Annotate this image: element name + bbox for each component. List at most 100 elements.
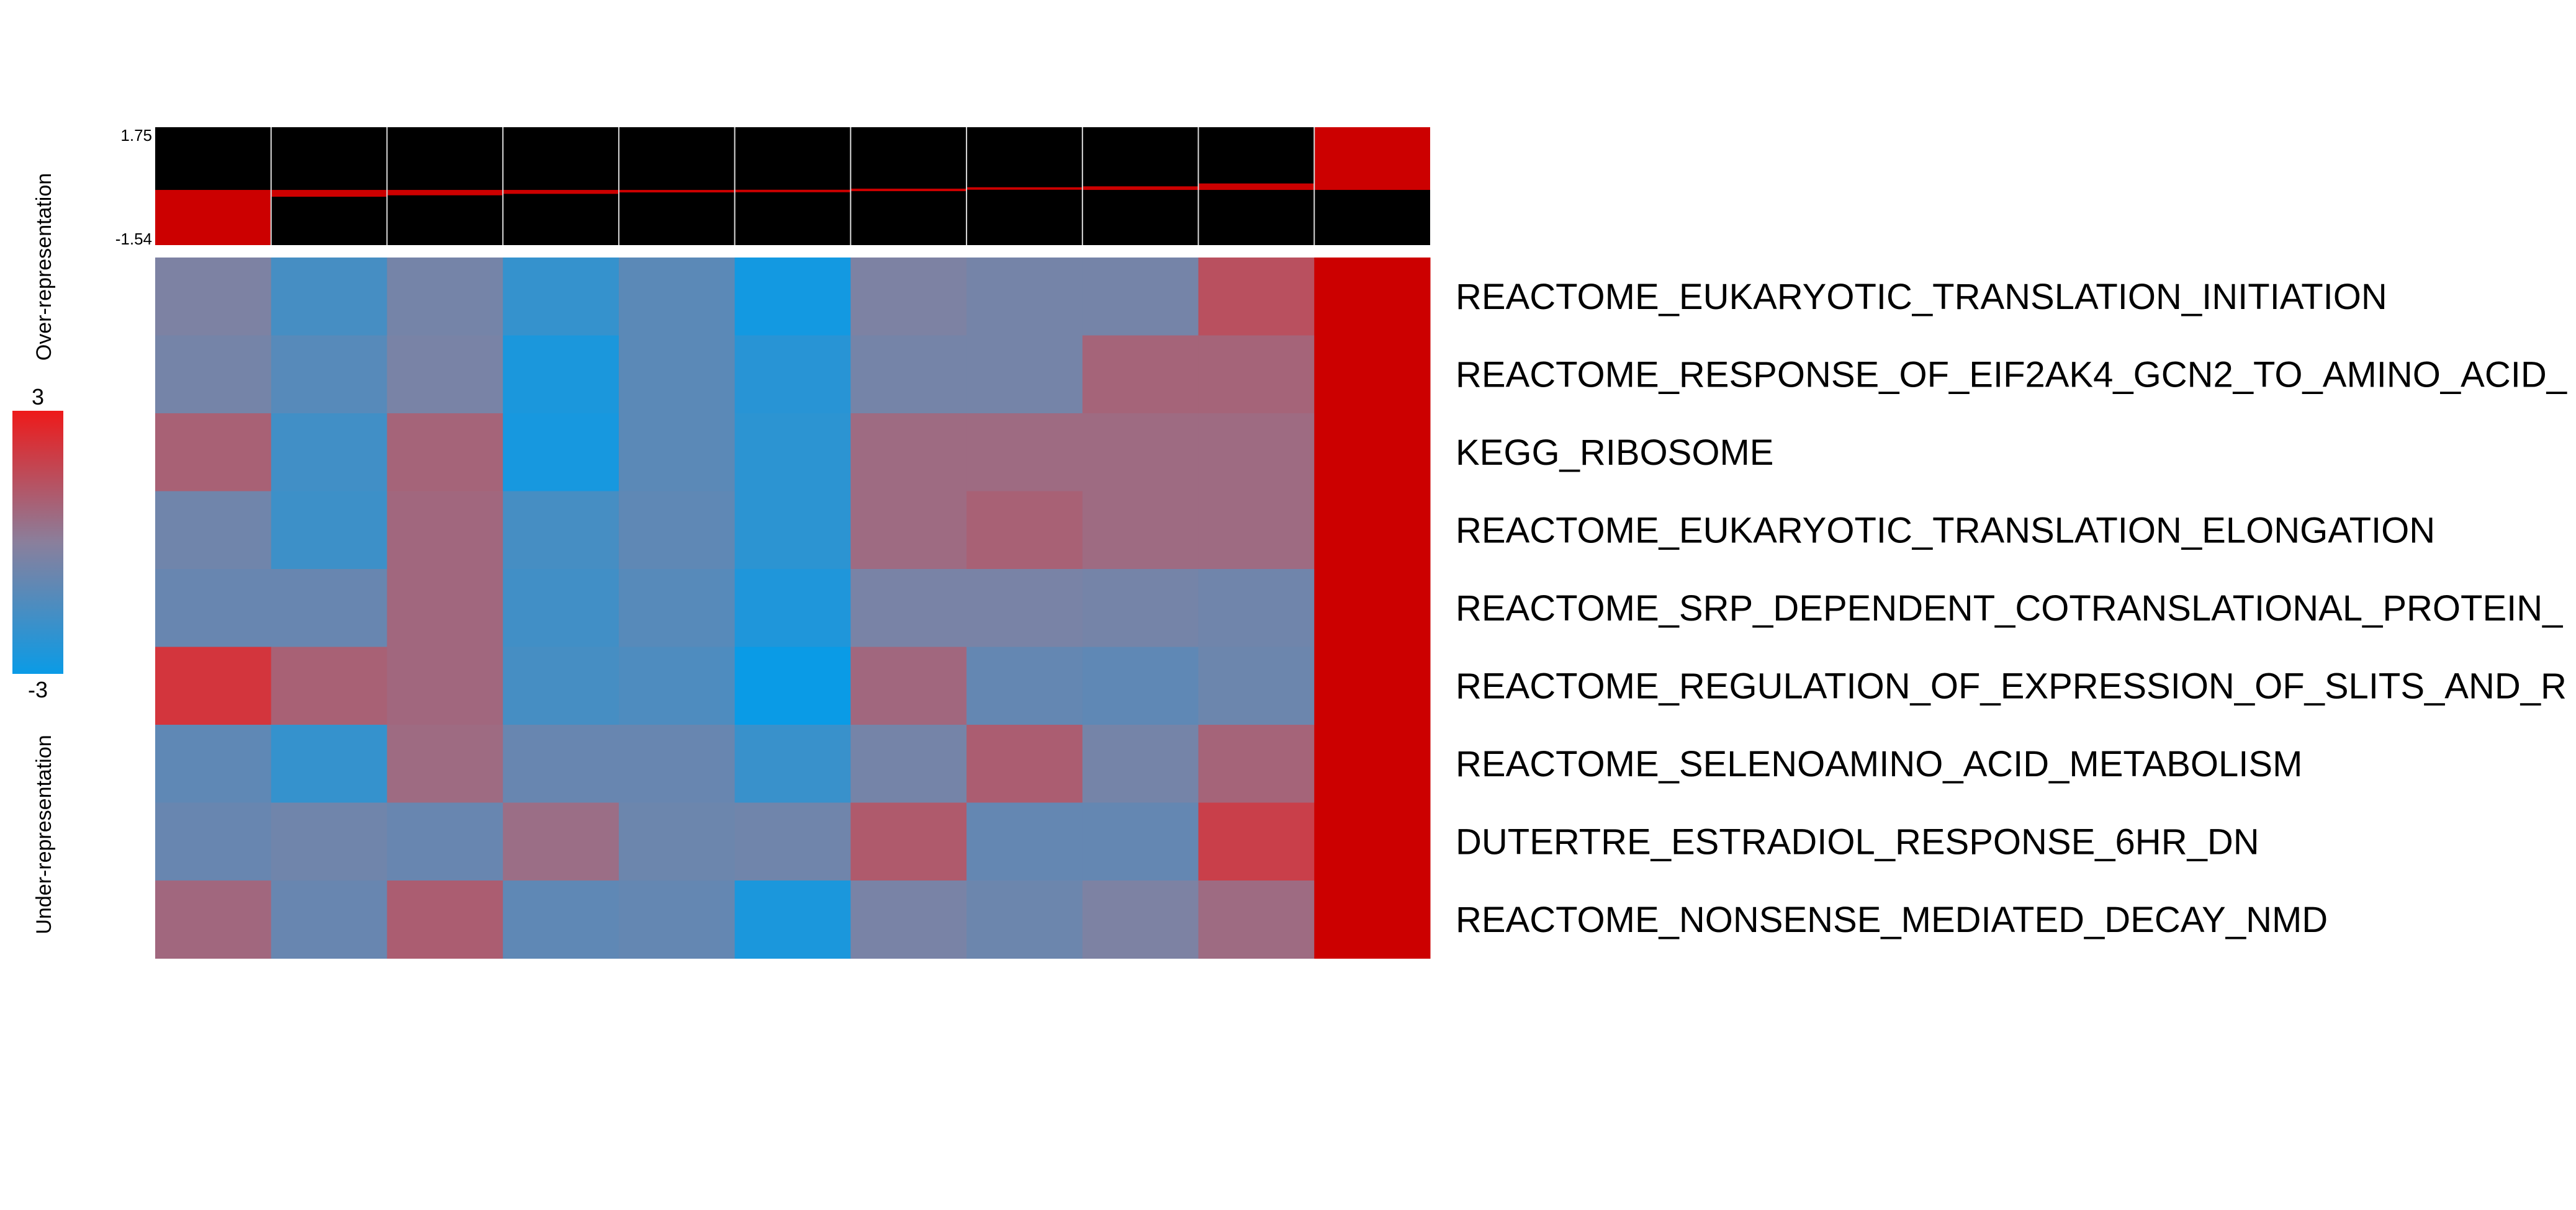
heatmap-cell bbox=[503, 881, 619, 959]
heatmap-cell bbox=[387, 647, 503, 725]
heatmap-cell bbox=[387, 335, 503, 414]
heatmap-cell bbox=[271, 258, 387, 336]
row-labels: REACTOME_EUKARYOTIC_TRANSLATION_INITIATI… bbox=[1456, 277, 2567, 940]
heatmap-cell bbox=[734, 258, 851, 336]
top-bar-cell-bg bbox=[966, 127, 1083, 245]
heatmap-cell bbox=[734, 335, 851, 414]
heatmap-cell bbox=[271, 413, 387, 491]
heatmap-cell bbox=[155, 647, 272, 725]
heatmap-cell bbox=[1314, 413, 1431, 491]
heatmap-cell bbox=[503, 491, 619, 570]
heatmap-grid bbox=[155, 258, 1431, 959]
heatmap-cell bbox=[1198, 647, 1315, 725]
heatmap-cell bbox=[1198, 335, 1315, 414]
heatmap-cell bbox=[850, 725, 967, 803]
heatmap-cell bbox=[850, 881, 967, 959]
heatmap-cell bbox=[155, 725, 272, 803]
heatmap-cell bbox=[1314, 569, 1431, 647]
heatmap-cell bbox=[155, 335, 272, 414]
row-label: REACTOME_RESPONSE_OF_EIF2AK4_GCN2_TO_AMI… bbox=[1456, 354, 2567, 395]
heatmap-cell bbox=[734, 413, 851, 491]
heatmap-cell bbox=[1314, 725, 1431, 803]
top-bar bbox=[1198, 183, 1315, 190]
heatmap-cell bbox=[850, 802, 967, 881]
heatmap-cell bbox=[155, 569, 272, 647]
heatmap-cell bbox=[618, 647, 736, 725]
top-bar-cell-bg bbox=[271, 127, 387, 245]
heatmap-cell bbox=[1198, 881, 1315, 959]
heatmap-cell bbox=[1082, 725, 1199, 803]
heatmap-cell bbox=[271, 802, 387, 881]
heatmap-cell bbox=[387, 491, 503, 570]
heatmap-cell bbox=[387, 802, 503, 881]
heatmap-cell bbox=[387, 881, 503, 959]
heatmap-cell bbox=[271, 335, 387, 414]
heatmap-cell bbox=[1198, 725, 1315, 803]
heatmap-cell bbox=[734, 725, 851, 803]
top-bar-cell-bg bbox=[850, 127, 967, 245]
heatmap-cell bbox=[618, 413, 736, 491]
heatmap-cell bbox=[503, 335, 619, 414]
heatmap-cell bbox=[503, 258, 619, 336]
heatmap-cell bbox=[618, 802, 736, 881]
heatmap-cell bbox=[850, 335, 967, 414]
top-bar bbox=[271, 190, 387, 197]
heatmap-cell bbox=[1082, 335, 1199, 414]
top-bar bbox=[1082, 186, 1199, 190]
heatmap-cell bbox=[966, 258, 1083, 336]
heatmap-cell bbox=[1082, 258, 1199, 336]
heatmap-cell bbox=[1082, 881, 1199, 959]
top-bar-cell-bg bbox=[734, 127, 851, 245]
heatmap-cell bbox=[1314, 491, 1431, 570]
heatmap-cell bbox=[503, 802, 619, 881]
heatmap-cell bbox=[155, 491, 272, 570]
heatmap-cell bbox=[1198, 491, 1315, 570]
color-scale-min-label: -3 bbox=[28, 677, 48, 702]
top-bar-max-label: 1.75 bbox=[120, 126, 152, 145]
heatmap-cell bbox=[618, 725, 736, 803]
top-bar-cell-bg bbox=[618, 127, 735, 245]
heatmap-cell bbox=[734, 647, 851, 725]
heatmap-cell bbox=[387, 258, 503, 336]
heatmap-cell bbox=[503, 725, 619, 803]
row-label: REACTOME_SELENOAMINO_ACID_METABOLISM bbox=[1456, 744, 2302, 784]
heatmap-cell bbox=[271, 881, 387, 959]
heatmap-cell bbox=[966, 569, 1083, 647]
heatmap-cell bbox=[503, 569, 619, 647]
row-label: REACTOME_NONSENSE_MEDIATED_DECAY_NMD bbox=[1456, 900, 2328, 940]
heatmap-cell bbox=[155, 258, 272, 336]
top-bar bbox=[387, 190, 503, 195]
heatmap-cell bbox=[618, 569, 736, 647]
top-bar bbox=[966, 187, 1083, 190]
row-label: REACTOME_EUKARYOTIC_TRANSLATION_ELONGATI… bbox=[1456, 510, 2435, 550]
color-scale-max-label: 3 bbox=[32, 384, 44, 410]
top-bar bbox=[155, 190, 271, 245]
top-bar-chart bbox=[155, 127, 1430, 245]
heatmap-cell bbox=[1198, 802, 1315, 881]
heatmap-cell bbox=[387, 413, 503, 491]
over-representation-label: Over-representation bbox=[32, 173, 56, 361]
heatmap-cell bbox=[966, 881, 1083, 959]
heatmap-cell bbox=[734, 802, 851, 881]
color-scale-bar bbox=[12, 411, 63, 674]
heatmap-cell bbox=[155, 802, 272, 881]
heatmap-cell bbox=[271, 725, 387, 803]
heatmap-cell bbox=[966, 335, 1083, 414]
heatmap-cell bbox=[503, 413, 619, 491]
heatmap-cell bbox=[1314, 802, 1431, 881]
heatmap-cell bbox=[271, 647, 387, 725]
heatmap-cell bbox=[966, 491, 1083, 570]
heatmap-cell bbox=[1082, 647, 1199, 725]
top-bar bbox=[734, 189, 851, 192]
heatmap-cell bbox=[850, 647, 967, 725]
heatmap-cell bbox=[271, 491, 387, 570]
top-bar-min-label: -1.54 bbox=[115, 230, 152, 248]
heatmap-cell bbox=[1314, 881, 1431, 959]
top-bar bbox=[503, 190, 619, 194]
heatmap-cell bbox=[850, 491, 967, 570]
heatmap-cell bbox=[734, 569, 851, 647]
heatmap-cell bbox=[155, 413, 272, 491]
heatmap-cell bbox=[850, 413, 967, 491]
heatmap-cell bbox=[966, 413, 1083, 491]
